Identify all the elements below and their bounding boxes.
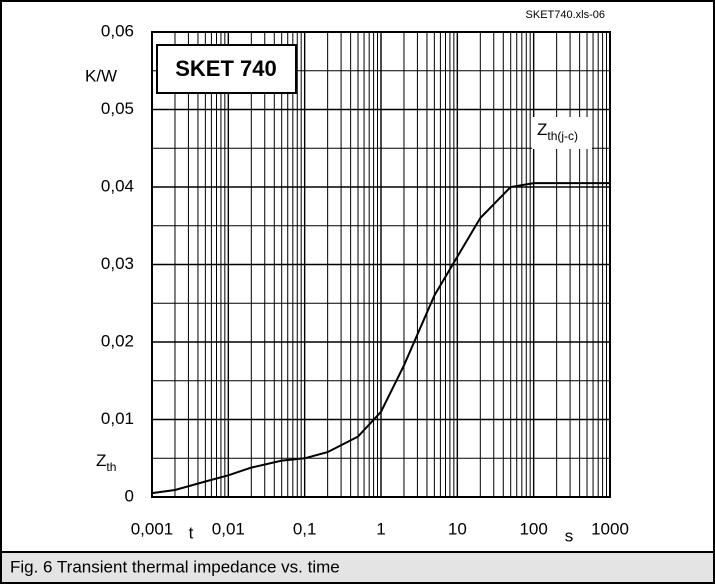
x-tick-label: 1 (376, 519, 385, 538)
y-axis-subscript: th (106, 460, 116, 474)
y-tick-label: 0,01 (101, 409, 134, 428)
source: SKET740.xls-06 (526, 9, 605, 21)
y-unit: K/W (85, 66, 117, 85)
chart-title: SKET 740 (175, 56, 277, 81)
curve (151, 182, 610, 495)
y-tick-label: 0,03 (101, 254, 134, 273)
y-tick-label: 0 (125, 486, 134, 505)
x-tick-label: 1000 (591, 519, 629, 538)
curve-label-bg (532, 117, 592, 149)
x-tick-label: 10 (448, 519, 467, 538)
x-tick-label: 0,001 (131, 519, 174, 538)
y-axis-label: Zth (96, 451, 116, 474)
curve-label-subscript: th(j-c) (547, 129, 578, 143)
title-box (156, 44, 297, 94)
y-axis-symbol: Z (96, 451, 106, 470)
y-tick-label: 0,04 (101, 176, 134, 195)
plot-border (151, 31, 611, 498)
caption-bar (0, 551, 715, 584)
x-axis-label: t (189, 523, 194, 542)
x-tick-label: 0,01 (212, 519, 245, 538)
y-tick-label: 0,02 (101, 331, 134, 350)
x-tick-label: 0,1 (293, 519, 317, 538)
caption: Fig. 6 Transient thermal impedance vs. t… (10, 557, 340, 576)
curve-label-symbol: Z (537, 120, 547, 139)
x-tick-label: 100 (519, 519, 547, 538)
x-unit: s (565, 526, 574, 545)
curve-label: Zth(j-c) (537, 120, 578, 143)
y-tick-label: 0,05 (101, 99, 134, 118)
y-tick-label: 0,06 (101, 21, 134, 40)
